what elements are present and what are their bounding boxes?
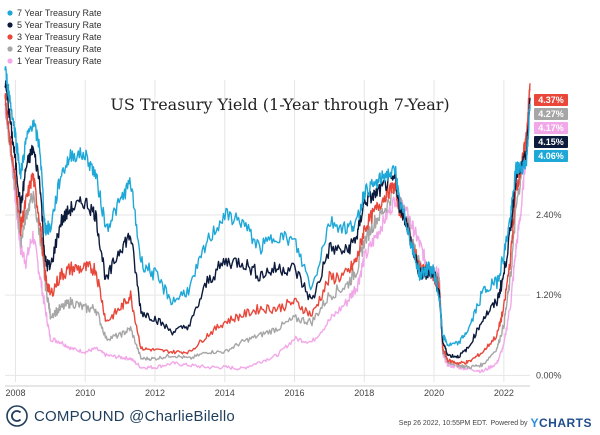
compound-logo-icon	[6, 405, 28, 427]
ycharts-y: Y	[530, 416, 539, 430]
legend-swatch	[7, 10, 13, 16]
badge-label: 4.06%	[538, 151, 564, 161]
badge-label: 4.17%	[538, 123, 564, 133]
end-value-badge: 4.37%	[534, 94, 568, 106]
end-value-labels: 4.37% 4.27% 4.17% 4.15% 4.06%	[534, 94, 568, 162]
end-value-badge: 4.06%	[534, 150, 568, 162]
legend-entry: 5 Year Treasury Rate	[17, 20, 102, 30]
series-lines	[4, 66, 531, 374]
badge-label: 4.27%	[538, 109, 564, 119]
brand-handle: @CharlieBilello	[129, 407, 235, 425]
x-tick-label: 2022	[494, 388, 514, 398]
grid	[5, 80, 530, 382]
brand-company: COMPOUND	[34, 407, 125, 425]
powered-by-label: Powered by	[490, 419, 528, 427]
x-tick-label: 2016	[285, 388, 305, 398]
badge-background	[534, 122, 568, 134]
badge-label: 4.37%	[538, 95, 564, 105]
source-footer: Sep 26 2022, 10:55PM EDT. Powered by YCH…	[399, 416, 592, 430]
badge-background	[534, 136, 568, 148]
axes: 2008 2010 2012 2014 2016 2018 2020 2022 0.00% 1.2…	[5, 210, 562, 398]
series-line-3-year-treasury-rate	[4, 83, 531, 366]
badge-background	[534, 108, 568, 120]
brand-text: COMPOUND @CharlieBilello	[34, 408, 235, 425]
y-tick-label: 1.20%	[536, 290, 562, 300]
ycharts-logo: YCHARTS	[530, 416, 592, 430]
series-line-7-year-treasury-rate	[4, 66, 531, 347]
x-tick-label: 2020	[424, 388, 444, 398]
x-tick-label: 2010	[75, 388, 95, 398]
ycharts-rest: CHARTS	[539, 416, 592, 430]
x-tick-label: 2018	[354, 388, 374, 398]
legend-entry: 7 Year Treasury Rate	[17, 8, 102, 18]
badge-background	[534, 150, 568, 162]
end-value-badge: 4.27%	[534, 108, 568, 120]
legend-swatch	[7, 22, 13, 28]
legend-entry: 1 Year Treasury Rate	[17, 56, 102, 66]
legend: 7 Year Treasury Rate 5 Year Treasury Rate…	[7, 8, 102, 66]
x-tick-label: 2008	[5, 388, 25, 398]
y-tick-label: 0.00%	[536, 370, 562, 380]
legend-entry: 2 Year Treasury Rate	[17, 44, 102, 54]
y-tick-label: 2.40%	[536, 210, 562, 220]
brand-footer: COMPOUND @CharlieBilello	[6, 403, 235, 429]
chart-title: US Treasury Yield (1-Year through 7-Year…	[110, 95, 449, 114]
series-line-5-year-treasury-rate	[4, 80, 531, 359]
series-line-1-year-treasury-rate	[4, 96, 531, 374]
badge-background	[534, 94, 568, 106]
end-value-badge: 4.17%	[534, 122, 568, 134]
x-tick-label: 2014	[215, 388, 235, 398]
legend-entry: 3 Year Treasury Rate	[17, 32, 102, 42]
timestamp: Sep 26 2022, 10:55PM EDT.	[398, 419, 488, 427]
x-tick-label: 2012	[145, 388, 165, 398]
legend-swatch	[7, 58, 13, 64]
legend-swatch	[7, 46, 13, 52]
legend-swatch	[7, 34, 13, 40]
end-value-badge: 4.15%	[534, 136, 568, 148]
series-line-2-year-treasury-rate	[4, 86, 531, 370]
badge-label: 4.15%	[538, 137, 564, 147]
